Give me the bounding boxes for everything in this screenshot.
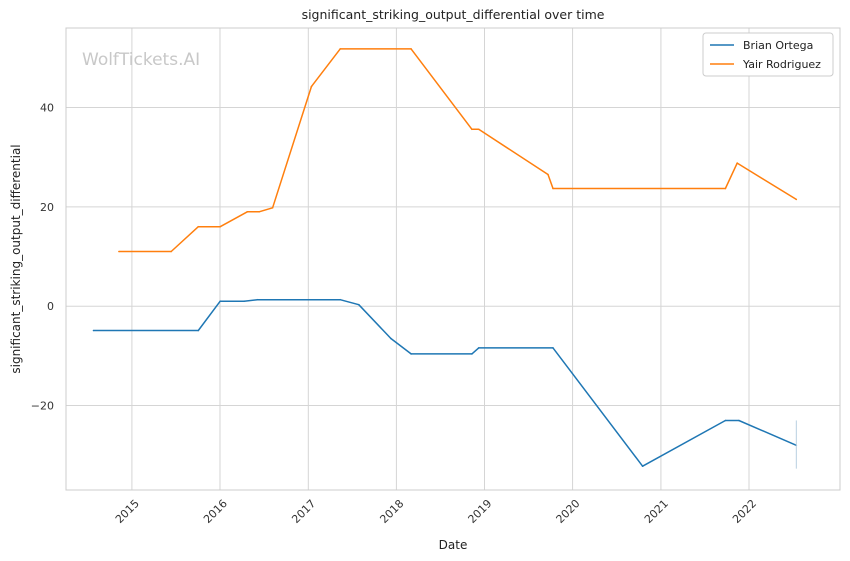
- series-line-brian-ortega: [93, 298, 797, 467]
- data-point-yair-rodriguez-5: [258, 211, 260, 213]
- grid-lines: [66, 28, 840, 490]
- data-point-brian-ortega-8: [410, 353, 412, 355]
- data-point-brian-ortega-10: [477, 347, 480, 349]
- data-point-yair-rodriguez-6: [271, 207, 274, 209]
- data-point-yair-rodriguez-7: [310, 85, 313, 88]
- data-point-yair-rodriguez-0: [118, 250, 120, 253]
- data-point-brian-ortega-2: [219, 300, 221, 303]
- data-point-yair-rodriguez-14: [724, 187, 727, 190]
- legend-box: [702, 32, 834, 77]
- data-point-yair-rodriguez-8: [339, 48, 342, 50]
- chart-title: significant_striking_output_differential…: [302, 7, 605, 22]
- data-point-brian-ortega-0: [92, 329, 95, 332]
- data-point-brian-ortega-14: [738, 419, 740, 422]
- data-point-brian-ortega-13: [724, 419, 727, 422]
- y-tick-label-0: 0: [47, 300, 54, 313]
- y-axis-title: significant_striking_output_differential: [9, 144, 23, 373]
- plot-area: [65, 27, 841, 491]
- data-point-brian-ortega-7: [390, 337, 392, 340]
- legend-label-brian-ortega: Brian Ortega: [743, 39, 813, 52]
- data-point-brian-ortega-11: [552, 347, 554, 349]
- data-point-brian-ortega-1: [197, 329, 200, 332]
- data-point-brian-ortega-5: [339, 298, 342, 301]
- data-point-yair-rodriguez-3: [219, 225, 221, 228]
- legend-label-yair-rodriguez: Yair Rodriguez: [742, 58, 821, 71]
- data-point-brian-ortega-9: [471, 353, 473, 355]
- data-point-yair-rodriguez-12: [547, 173, 549, 176]
- data-point-yair-rodriguez-11: [477, 128, 480, 131]
- legend: Brian Ortega Yair Rodriguez: [702, 32, 834, 77]
- data-point-brian-ortega-3: [243, 300, 245, 303]
- y-tick-label-20: 20: [40, 201, 54, 214]
- data-point-brian-ortega-6: [358, 303, 360, 306]
- data-point-yair-rodriguez-9: [410, 48, 412, 50]
- y-tick-label--20: −20: [31, 400, 54, 413]
- data-point-yair-rodriguez-13: [552, 187, 554, 190]
- data-point-brian-ortega-4: [256, 298, 259, 301]
- series-layer: [92, 48, 798, 469]
- data-point-yair-rodriguez-4: [246, 211, 249, 213]
- y-tick-label-40: 40: [40, 101, 54, 114]
- data-point-yair-rodriguez-2: [197, 225, 200, 228]
- watermark: WolfTickets.AI: [82, 50, 200, 70]
- data-point-yair-rodriguez-16: [795, 198, 798, 201]
- data-point-yair-rodriguez-1: [170, 250, 172, 253]
- data-point-brian-ortega-12: [641, 465, 644, 468]
- data-point-yair-rodriguez-10: [471, 128, 473, 131]
- x-axis-title: Date: [439, 538, 468, 552]
- data-point-yair-rodriguez-15: [736, 162, 738, 164]
